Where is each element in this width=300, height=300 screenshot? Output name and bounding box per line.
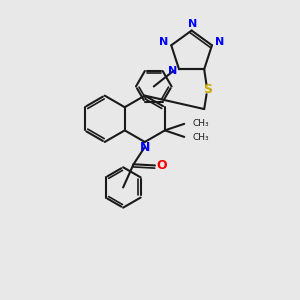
- Text: N: N: [168, 66, 177, 76]
- Text: N: N: [140, 140, 150, 154]
- Text: N: N: [215, 37, 224, 47]
- Text: O: O: [156, 159, 167, 172]
- Text: CH₃: CH₃: [193, 119, 209, 128]
- Text: N: N: [188, 19, 197, 29]
- Text: N: N: [159, 37, 169, 47]
- Text: S: S: [203, 82, 212, 96]
- Text: CH₃: CH₃: [193, 133, 209, 142]
